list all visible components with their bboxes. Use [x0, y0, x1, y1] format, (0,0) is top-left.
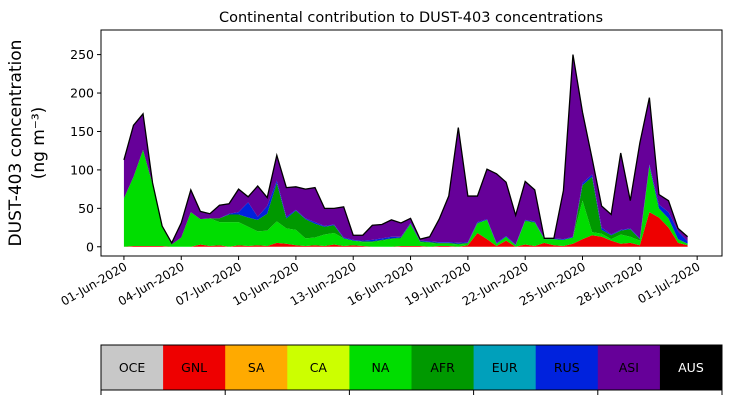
legend-swatch-na [349, 345, 412, 390]
y-tick-label: 150 [70, 124, 94, 139]
legend-label: ASI [619, 360, 639, 375]
y-tick-label: 0 [86, 239, 94, 254]
plot-area: 05010015020025001-Jun-202004-Jun-202007-… [58, 29, 723, 309]
chart-title: Continental contribution to DUST-403 con… [219, 10, 603, 26]
legend-swatch-sa [225, 345, 288, 390]
area-asi [123, 54, 688, 245]
legend-swatch-gnl [163, 345, 226, 390]
legend-swatch-oce [101, 345, 164, 390]
legend-label: NA [371, 360, 389, 375]
total-outline [123, 54, 689, 245]
legend-label: GNL [181, 360, 207, 375]
legend-swatch-rus [535, 345, 599, 390]
legend-label: AFR [430, 360, 455, 375]
legend-label: EUR [492, 360, 518, 375]
y-tick-label: 250 [70, 47, 94, 62]
area-gnl [123, 212, 688, 247]
legend-frame [100, 344, 723, 391]
legend-label: SA [248, 360, 265, 375]
x-tick-label: 01-Jul-2020 [635, 259, 702, 306]
legend-label: RUS [554, 360, 580, 375]
y-tick-label: 200 [70, 86, 94, 101]
legend-swatch-ca [287, 345, 350, 390]
legend-swatch-aus [659, 345, 723, 390]
legend-swatch-afr [411, 345, 475, 390]
area-afr [123, 149, 688, 246]
y-tick-label: 100 [70, 162, 94, 177]
y-axis-unit: (ng m⁻³) [29, 107, 49, 180]
legend-label: OCE [119, 360, 146, 375]
y-axis-label: DUST-403 concentration [6, 40, 26, 247]
legend-label: AUS [678, 360, 704, 375]
legend-swatch-eur [473, 345, 537, 390]
axes-frame [100, 29, 723, 257]
legend-colorbar: OCE GNL SA CA NA AFR EUR RUS ASI AUS [100, 344, 723, 395]
legend-swatch-asi [597, 345, 661, 390]
legend-label: CA [310, 360, 328, 375]
y-tick-label: 50 [78, 201, 94, 216]
